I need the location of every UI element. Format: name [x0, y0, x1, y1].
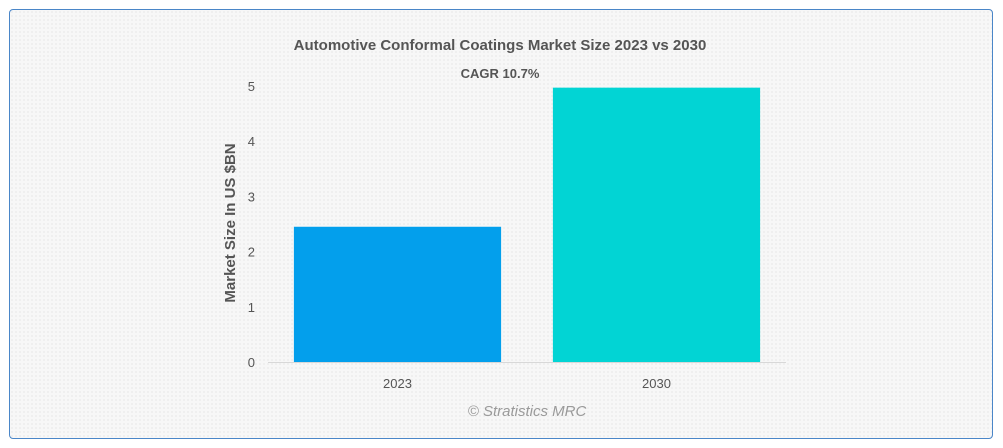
x-axis-ticks: 2023 2030 — [383, 376, 671, 391]
y-tick-label: 2 — [248, 245, 255, 260]
y-tick-label: 3 — [248, 189, 255, 204]
y-tick-label: 5 — [248, 79, 255, 94]
bar-2023 — [293, 226, 502, 362]
x-tick-label: 2030 — [642, 376, 671, 391]
cagr-annotation: CAGR 10.7% — [461, 66, 540, 81]
x-tick-label: 2023 — [383, 376, 412, 391]
chart-title: Automotive Conformal Coatings Market Siz… — [294, 37, 707, 54]
y-tick-label: 0 — [248, 355, 255, 370]
credit-text: © Stratistics MRC — [468, 403, 587, 420]
chart-frame — [9, 9, 993, 439]
y-tick-label: 1 — [248, 300, 255, 315]
y-tick-label: 4 — [248, 134, 255, 149]
bar-2030 — [552, 87, 761, 362]
bars — [293, 87, 761, 362]
y-axis-label: Market Size In US $BN — [222, 143, 239, 302]
y-axis-ticks: 0 1 2 3 4 5 — [248, 79, 255, 370]
